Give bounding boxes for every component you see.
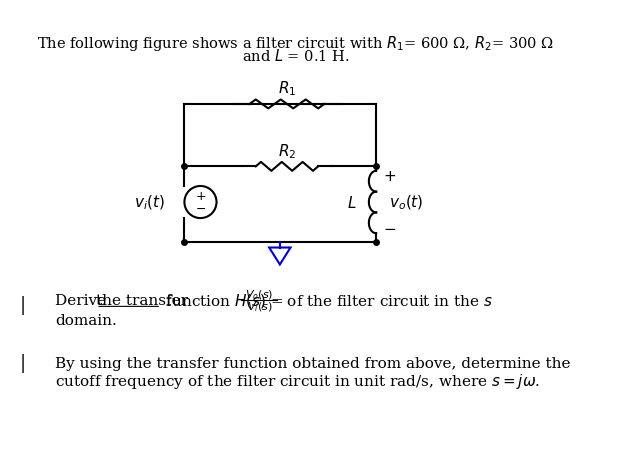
Text: |: |: [20, 353, 26, 372]
Text: |: |: [20, 295, 26, 314]
Text: By using the transfer function obtained from above, determine the: By using the transfer function obtained …: [55, 356, 570, 370]
Text: +: +: [383, 168, 396, 183]
Text: of the filter circuit in the $s$: of the filter circuit in the $s$: [281, 293, 492, 308]
Text: $v_o(t)$: $v_o(t)$: [388, 193, 423, 212]
Text: the transfer: the transfer: [96, 293, 188, 308]
Text: +: +: [195, 190, 206, 203]
Text: $L$: $L$: [347, 195, 356, 211]
Text: −: −: [383, 222, 396, 237]
Text: $V_i(s)$: $V_i(s)$: [247, 300, 272, 313]
Text: $V_o(s)$: $V_o(s)$: [246, 288, 274, 301]
Text: $v_i(t)$: $v_i(t)$: [134, 193, 165, 212]
Text: The following figure shows a filter circuit with $R_1$= 600 Ω, $R_2$= 300 Ω: The following figure shows a filter circ…: [37, 34, 554, 52]
Text: domain.: domain.: [55, 313, 117, 327]
Text: $R_1$: $R_1$: [278, 79, 296, 98]
Text: function $H(s)$ =: function $H(s)$ =: [162, 292, 284, 309]
Text: Derive: Derive: [55, 293, 111, 308]
Text: −: −: [196, 202, 206, 215]
Text: cutoff frequency of the filter circuit in unit rad/s, where $s = j\omega$.: cutoff frequency of the filter circuit i…: [55, 371, 540, 390]
Text: and $L$ = 0.1 H.: and $L$ = 0.1 H.: [242, 48, 350, 64]
Text: $R_2$: $R_2$: [278, 142, 296, 160]
